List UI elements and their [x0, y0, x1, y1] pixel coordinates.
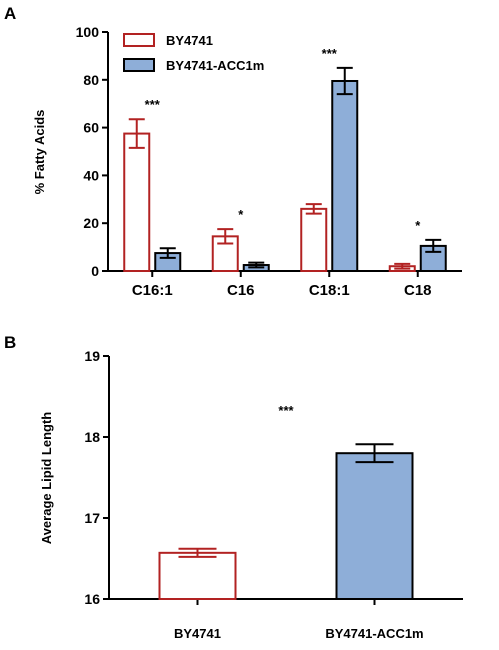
panel-a-y-tick-label: 80: [83, 72, 99, 88]
panel-b-y-axis-label: Average Lipid Length: [39, 412, 54, 544]
legend-swatch-by4741: [123, 33, 155, 47]
panel-a-x-tick-label-c18: C18: [404, 282, 432, 299]
panel-a-y-tick-label: 40: [83, 167, 99, 183]
panel-b-y-tick-label: 18: [84, 429, 100, 445]
panel-b-y-tick-label: 17: [84, 510, 100, 526]
panel-b-letter: B: [4, 333, 16, 352]
panel-a-y-tick-label: 0: [91, 263, 99, 279]
panel-b-x-axis: BY4741 BY4741-ACC1m: [109, 598, 463, 641]
panel-a-x-axis: C16:1 C16 C18:1 C18: [108, 270, 462, 299]
bar-by4741: [158, 551, 237, 601]
panel-a-y-axis: 0 20 40 60 80 100: [76, 24, 109, 279]
panel-a-y-tick-label: 60: [83, 120, 99, 136]
legend-swatch-by4741-acc1m: [123, 58, 155, 72]
panel-b-y-axis: 16 17 18 19: [84, 348, 110, 607]
legend-label-by4741: BY4741: [166, 33, 213, 48]
panel-b-x-tick-label-by4741: BY4741: [174, 626, 221, 641]
bar-by4741-c16-1: [123, 132, 151, 272]
panel-a-y-axis-label: % Fatty Acids: [32, 110, 47, 195]
panel-b-bars: [158, 443, 414, 601]
panel-a-x-tick-label-c18-1: C18:1: [309, 282, 350, 299]
panel-a: A % Fatty Acids 0 20 40 60 80 100 C16:1 C16 C18…: [4, 4, 462, 299]
panel-a-y-tick-label: 20: [83, 215, 99, 231]
significance-c16: *: [238, 207, 244, 222]
panel-a-significance: ********: [145, 46, 422, 233]
bar-by4741-acc1m: [335, 452, 414, 601]
significance-c16-1: ***: [145, 97, 161, 112]
significance-c18: *: [415, 218, 421, 233]
panel-a-x-tick-label-c16: C16: [227, 282, 255, 299]
panel-a-y-tick-label: 100: [76, 24, 100, 40]
legend-label-by4741-acc1m: BY4741-ACC1m: [166, 58, 264, 73]
bar-by4741-c18-1: [300, 207, 328, 272]
panel-b-significance: ***: [278, 403, 294, 418]
panel-b-y-tick-label: 16: [84, 591, 100, 607]
panel-b-y-tick-label: 19: [84, 348, 100, 364]
significance-c18-1: ***: [322, 46, 338, 61]
panel-a-legend: BY4741 BY4741-ACC1m: [123, 33, 264, 73]
panel-b-x-tick-label-by4741-acc1m: BY4741-ACC1m: [325, 626, 423, 641]
panel-a-bars: [123, 66, 447, 273]
panel-a-x-tick-label-c16-1: C16:1: [132, 282, 173, 299]
panel-a-letter: A: [4, 4, 16, 23]
panel-b-significance-marker: ***: [278, 403, 294, 418]
bar-by4741-acc1m-c18-1: [331, 79, 359, 273]
